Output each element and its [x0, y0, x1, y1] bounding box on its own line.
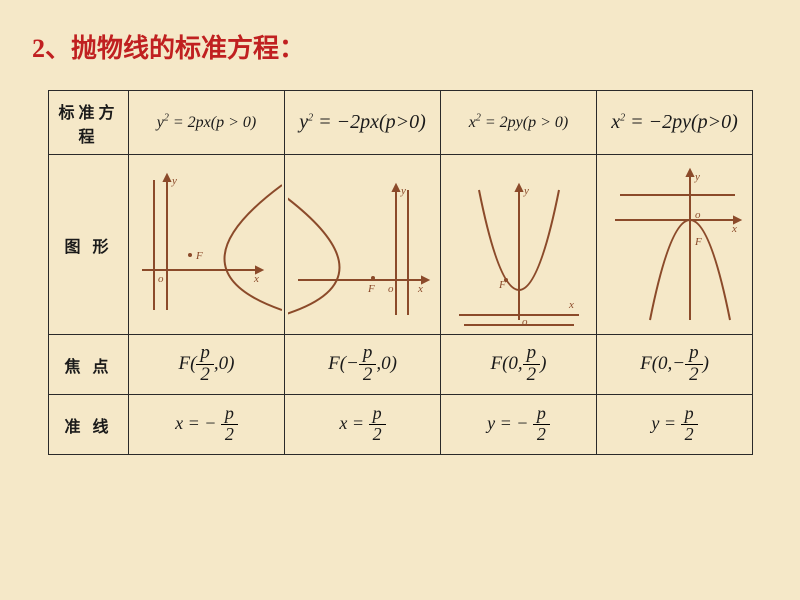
svg-text:o: o: [388, 283, 394, 295]
focus-cell: F(0,p2): [441, 335, 597, 395]
parabola-right-icon: F y x o: [132, 160, 282, 330]
page-title: 2、抛物线的标准方程：: [32, 28, 305, 65]
parabola-down-icon: F y x o: [600, 160, 750, 330]
graph-cell-right: F y x o: [129, 155, 285, 335]
parabola-left-icon: F y x o: [288, 160, 438, 330]
parabola-table: 标准方程 y2 = 2px(p > 0) y2 = −2px(p>0) x2 =…: [48, 90, 752, 455]
svg-text:y: y: [171, 175, 177, 187]
directrix-cell: x = p2: [285, 395, 441, 455]
eq-cell: x2 = −2py(p>0): [597, 91, 753, 155]
eq-cell: y2 = −2px(p>0): [285, 91, 441, 155]
svg-text:x: x: [568, 299, 574, 311]
eq-cell: x2 = 2py(p > 0): [441, 91, 597, 155]
svg-text:x: x: [253, 273, 259, 285]
focus-cell: F(p2,0): [129, 335, 285, 395]
directrix-cell: y = p2: [597, 395, 753, 455]
focus-cell: F(0,−p2): [597, 335, 753, 395]
row-header-graph: 图 形: [49, 155, 129, 335]
svg-text:x: x: [417, 283, 423, 295]
focus-cell: F(−p2,0): [285, 335, 441, 395]
graph-cell-up: F y x o: [441, 155, 597, 335]
svg-text:F: F: [195, 250, 203, 262]
table-row: 标准方程 y2 = 2px(p > 0) y2 = −2px(p>0) x2 =…: [49, 91, 753, 155]
svg-text:F: F: [694, 236, 702, 248]
svg-text:o: o: [522, 316, 528, 328]
parabola-up-icon: F y x o: [444, 160, 594, 330]
svg-text:y: y: [694, 171, 700, 183]
row-header-directrix: 准 线: [49, 395, 129, 455]
directrix-cell: y = − p2: [441, 395, 597, 455]
row-header-focus: 焦 点: [49, 335, 129, 395]
row-header-equation: 标准方程: [49, 91, 129, 155]
svg-text:x: x: [731, 223, 737, 235]
svg-text:o: o: [695, 209, 701, 221]
svg-text:y: y: [400, 185, 406, 197]
table-row: 图 形 F y x o: [49, 155, 753, 335]
svg-text:o: o: [158, 273, 164, 285]
graph-cell-down: F y x o: [597, 155, 753, 335]
svg-text:F: F: [498, 279, 506, 291]
table-row: 准 线 x = − p2 x = p2 y = − p2 y = p2: [49, 395, 753, 455]
svg-text:F: F: [367, 283, 375, 295]
directrix-cell: x = − p2: [129, 395, 285, 455]
eq-cell: y2 = 2px(p > 0): [129, 91, 285, 155]
svg-text:y: y: [523, 185, 529, 197]
graph-cell-left: F y x o: [285, 155, 441, 335]
table-row: 焦 点 F(p2,0) F(−p2,0) F(0,p2) F(0,−p2): [49, 335, 753, 395]
